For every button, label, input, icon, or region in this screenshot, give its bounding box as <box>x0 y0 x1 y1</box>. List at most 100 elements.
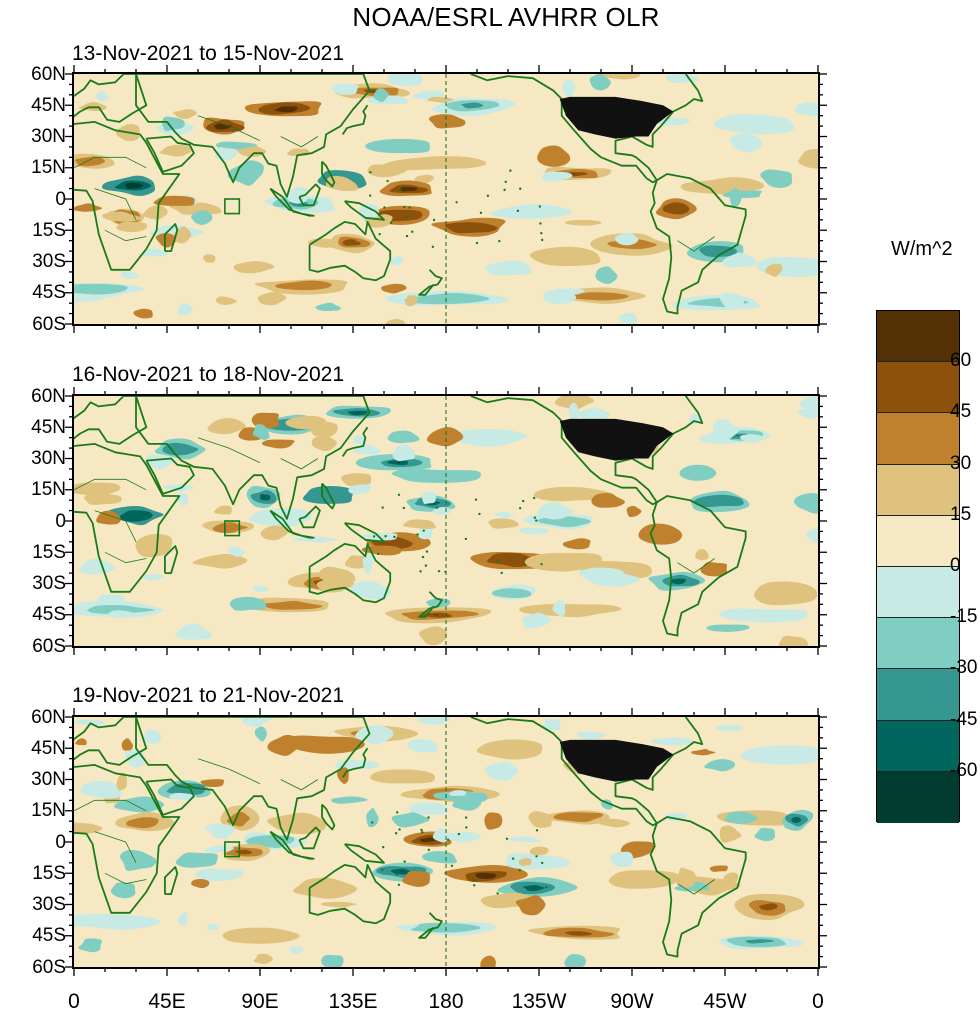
island-dot <box>437 569 441 573</box>
anomaly-contour <box>302 485 354 504</box>
anomaly-patch <box>175 623 212 640</box>
anomaly-patch <box>421 491 436 504</box>
olr-map-canvas <box>74 74 818 324</box>
latitude-label: 0 <box>55 831 66 853</box>
country-border <box>677 558 715 574</box>
longitude-label: 0 <box>68 990 80 1013</box>
anomaly-patch <box>233 261 275 274</box>
island-dot <box>473 884 476 887</box>
anomaly-patch <box>229 596 267 611</box>
anomaly-contour <box>274 106 298 113</box>
island-dot <box>432 218 436 222</box>
island-dot <box>372 535 376 538</box>
anomaly-patch <box>506 836 542 843</box>
anomaly-patch <box>515 895 546 916</box>
anomaly-patch <box>448 790 467 797</box>
anomaly-patch <box>713 419 740 441</box>
anomaly-contour <box>365 138 430 154</box>
anomaly-patch <box>253 585 269 593</box>
island-dot <box>394 832 398 835</box>
country-border <box>677 236 715 252</box>
indonesia-outline <box>269 187 315 217</box>
country-border <box>94 188 137 220</box>
anomaly-contour <box>275 280 332 291</box>
anomaly-patch <box>107 610 134 617</box>
colorbar-units: W/m^2 <box>891 238 953 260</box>
anomaly-patch <box>215 296 237 305</box>
usa-state-borders <box>559 739 674 782</box>
anomaly-contour <box>420 837 437 843</box>
anomaly-contour <box>119 510 153 522</box>
anomaly-patch <box>160 144 193 157</box>
anomaly-patch <box>564 219 602 226</box>
island-dot <box>393 535 396 539</box>
anomaly-patch <box>331 83 359 95</box>
anomaly-patch <box>341 473 372 486</box>
island-dot <box>420 828 423 832</box>
anomaly-patch <box>405 295 418 307</box>
anomaly-patch <box>142 205 168 220</box>
island-dot <box>486 194 490 198</box>
island-dot <box>541 861 544 865</box>
island-dot <box>504 180 507 184</box>
anomaly-patch <box>116 221 148 233</box>
anomaly-patch <box>162 116 185 131</box>
anomaly-contour <box>370 769 436 784</box>
anomaly-contour <box>461 102 483 109</box>
anomaly-contour <box>135 533 173 558</box>
anomaly-contour <box>259 601 323 610</box>
latitude-label: 30S <box>32 573 66 594</box>
anomaly-patch <box>552 600 566 617</box>
anomaly-contour <box>372 91 377 92</box>
longitude-label: 90W <box>610 990 654 1013</box>
island-dot <box>425 550 429 553</box>
anomaly-patch <box>765 263 783 277</box>
island-dot <box>465 826 468 829</box>
anomaly-contour <box>214 123 232 130</box>
latitude-label: 45S <box>32 604 66 626</box>
latitude-label: 30N <box>31 769 66 790</box>
anomaly-contour <box>356 412 361 414</box>
anomaly-patch <box>704 759 736 772</box>
island-dot <box>397 883 401 887</box>
anomaly-patch <box>173 109 198 120</box>
anomaly-patch <box>204 845 234 853</box>
island-dot <box>381 868 384 872</box>
island-dot <box>424 564 428 567</box>
nz-outline <box>418 269 443 296</box>
island-dot <box>383 206 386 209</box>
island-dot <box>516 209 520 213</box>
island-dot <box>403 860 406 863</box>
island-dot <box>533 516 537 519</box>
anomaly-patch <box>589 74 611 91</box>
anomaly-contour <box>391 468 482 483</box>
anomaly-contour <box>475 872 497 879</box>
australia-outline <box>308 542 392 604</box>
anomaly-contour <box>564 931 592 936</box>
anomaly-patch <box>537 145 571 167</box>
island-dot <box>496 559 500 563</box>
anomaly-patch <box>414 174 434 184</box>
longitude-label: 45W <box>703 990 747 1013</box>
anomaly-patch <box>719 825 742 843</box>
anomaly-patch <box>521 612 552 629</box>
island-dot <box>402 506 406 510</box>
latitude-label: 15N <box>31 800 66 822</box>
island-dot <box>405 234 409 238</box>
anomaly-contour <box>399 186 418 192</box>
island-dot <box>398 828 401 831</box>
island-dot <box>419 570 422 573</box>
island-dot <box>518 506 522 510</box>
anomaly-patch <box>422 851 458 864</box>
anomaly-patch <box>207 418 246 435</box>
anomaly-patch <box>618 312 638 324</box>
anomaly-patch <box>252 424 270 440</box>
usa-state-borders <box>559 96 674 139</box>
anomaly-patch <box>80 780 122 799</box>
anomaly-patch <box>141 248 169 257</box>
colorbar <box>876 310 960 823</box>
anomaly-patch <box>537 501 574 520</box>
latitude-label: 15N <box>31 157 66 179</box>
anomaly-patch <box>253 953 273 964</box>
anomaly-patch <box>78 558 116 575</box>
